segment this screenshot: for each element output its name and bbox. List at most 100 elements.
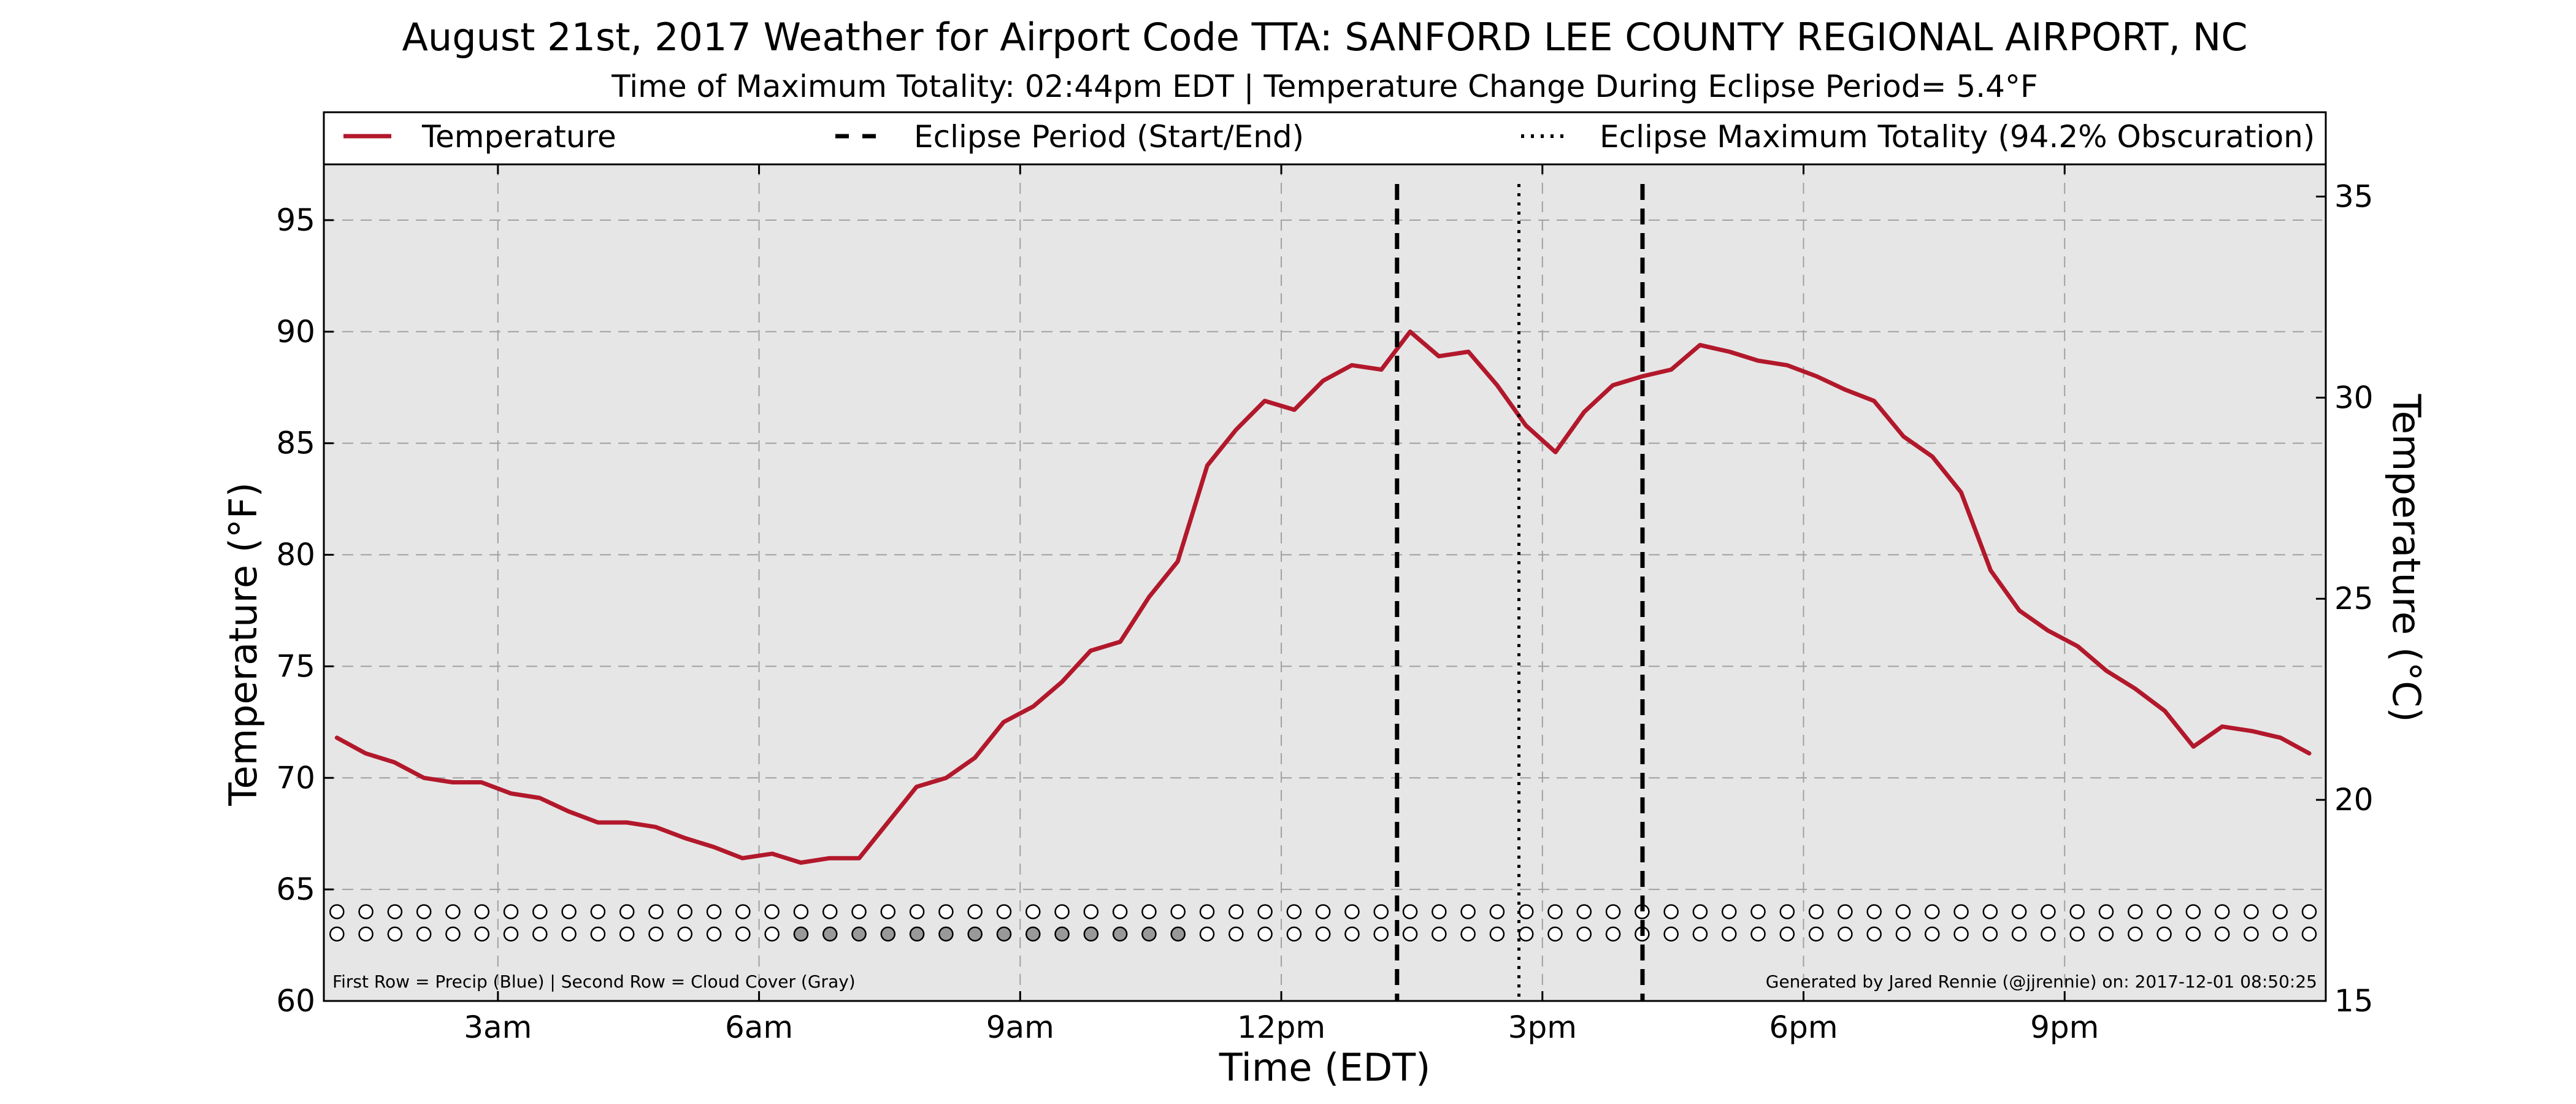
cloud-marker bbox=[1838, 926, 1853, 942]
cloud-marker bbox=[2041, 926, 2056, 942]
precip-marker bbox=[561, 904, 577, 919]
x-tick-label: 3pm bbox=[1508, 1010, 1577, 1045]
precip-marker bbox=[2156, 904, 2172, 919]
precip-marker bbox=[2244, 904, 2259, 919]
cloud-marker bbox=[909, 926, 925, 942]
cloud-marker bbox=[387, 926, 403, 942]
cloud-marker bbox=[822, 926, 838, 942]
cloud-marker bbox=[1112, 926, 1128, 942]
precip-marker bbox=[1373, 904, 1389, 919]
cloud-marker bbox=[445, 926, 461, 942]
precip-marker bbox=[416, 904, 432, 919]
y-tick-label: 70 bbox=[276, 760, 315, 795]
cloud-marker bbox=[1953, 926, 1969, 942]
precip-marker bbox=[1286, 904, 1302, 919]
cloud-marker bbox=[1750, 926, 1766, 942]
cloud-marker bbox=[503, 926, 519, 942]
cloud-marker bbox=[1054, 926, 1070, 942]
temperature-line bbox=[334, 329, 2312, 865]
precip-marker bbox=[474, 904, 489, 919]
legend-label-temperature: Temperature bbox=[421, 119, 616, 155]
y-axis-label: Temperature (°F) bbox=[221, 482, 266, 806]
precip-marker bbox=[1112, 904, 1128, 919]
plot-background bbox=[324, 164, 2326, 1001]
precip-marker bbox=[619, 904, 635, 919]
cloud-marker bbox=[1605, 926, 1621, 942]
legend-label-max-totality: Eclipse Maximum Totality (94.2% Obscurat… bbox=[1600, 119, 2315, 155]
cloud-marker bbox=[2185, 926, 2201, 942]
cloud-marker bbox=[1808, 926, 1824, 942]
cloud-marker bbox=[1576, 926, 1592, 942]
cloud-marker bbox=[1518, 926, 1534, 942]
precip-marker bbox=[1489, 904, 1505, 919]
y-tick-label: 85 bbox=[276, 426, 315, 461]
precip-marker bbox=[2214, 904, 2230, 919]
precip-marker bbox=[2069, 904, 2085, 919]
cloud-marker bbox=[996, 926, 1012, 942]
cloud-marker bbox=[1663, 926, 1679, 942]
cloud-marker bbox=[1257, 926, 1273, 942]
y-tick-label: 95 bbox=[276, 202, 315, 238]
precip-marker bbox=[1692, 904, 1708, 919]
precip-marker bbox=[1518, 904, 1534, 919]
precip-marker bbox=[793, 904, 809, 919]
cloud-marker bbox=[677, 926, 693, 942]
precip-marker bbox=[1083, 904, 1099, 919]
cloud-marker bbox=[1489, 926, 1505, 942]
y-right-tick-label: 30 bbox=[2334, 380, 2374, 415]
legend-box bbox=[323, 111, 2327, 166]
cloud-marker bbox=[1229, 926, 1244, 942]
precip-marker bbox=[1054, 904, 1070, 919]
cloud-marker bbox=[619, 926, 635, 942]
precip-marker bbox=[735, 904, 751, 919]
precip-marker bbox=[851, 904, 867, 919]
precip-marker bbox=[1170, 904, 1186, 919]
y-tick-label: 90 bbox=[276, 314, 315, 350]
precip-marker bbox=[1576, 904, 1592, 919]
cloud-marker bbox=[793, 926, 809, 942]
precip-marker bbox=[2041, 904, 2056, 919]
cloud-marker bbox=[1344, 926, 1360, 942]
x-axis-label: Time (EDT) bbox=[1219, 1045, 1431, 1090]
precip-marker bbox=[1141, 904, 1157, 919]
y-right-tick-label: 15 bbox=[2334, 983, 2374, 1019]
cloud-marker bbox=[851, 926, 867, 942]
y-tick-label: 60 bbox=[276, 983, 315, 1019]
chart-subtitle: Time of Maximum Totality: 02:44pm EDT | … bbox=[611, 69, 2037, 104]
precip-marker bbox=[880, 904, 896, 919]
precip-marker bbox=[2128, 904, 2143, 919]
cloud-marker bbox=[1692, 926, 1708, 942]
precip-marker bbox=[938, 904, 954, 919]
precip-marker bbox=[2272, 904, 2288, 919]
cloud-marker bbox=[1402, 926, 1418, 942]
x-tick-label: 9pm bbox=[2030, 1010, 2099, 1045]
cloud-marker bbox=[1547, 926, 1563, 942]
precip-marker bbox=[677, 904, 693, 919]
cloud-marker bbox=[648, 926, 664, 942]
precip-marker bbox=[1982, 904, 1998, 919]
precip-marker bbox=[2301, 904, 2317, 919]
precip-marker bbox=[1838, 904, 1853, 919]
cloud-marker bbox=[2098, 926, 2114, 942]
cloud-marker bbox=[1432, 926, 1447, 942]
precip-marker bbox=[2185, 904, 2201, 919]
chart-title: August 21st, 2017 Weather for Airport Co… bbox=[402, 15, 2247, 59]
y-right-tick-label: 25 bbox=[2334, 581, 2374, 616]
cloud-marker bbox=[416, 926, 432, 942]
cloud-marker bbox=[1170, 926, 1186, 942]
precip-marker bbox=[1663, 904, 1679, 919]
cloud-marker bbox=[735, 926, 751, 942]
precip-marker bbox=[1432, 904, 1447, 919]
cloud-marker bbox=[561, 926, 577, 942]
precip-marker bbox=[1547, 904, 1563, 919]
legend-label-eclipse-period: Eclipse Period (Start/End) bbox=[914, 119, 1304, 155]
cloud-marker bbox=[2301, 926, 2317, 942]
cloud-marker bbox=[2272, 926, 2288, 942]
cloud-marker bbox=[1895, 926, 1911, 942]
cloud-marker bbox=[1982, 926, 1998, 942]
y-tick-label: 75 bbox=[276, 648, 315, 684]
precip-marker bbox=[996, 904, 1012, 919]
precip-marker bbox=[358, 904, 374, 919]
y-right-tick-label: 20 bbox=[2334, 782, 2374, 818]
